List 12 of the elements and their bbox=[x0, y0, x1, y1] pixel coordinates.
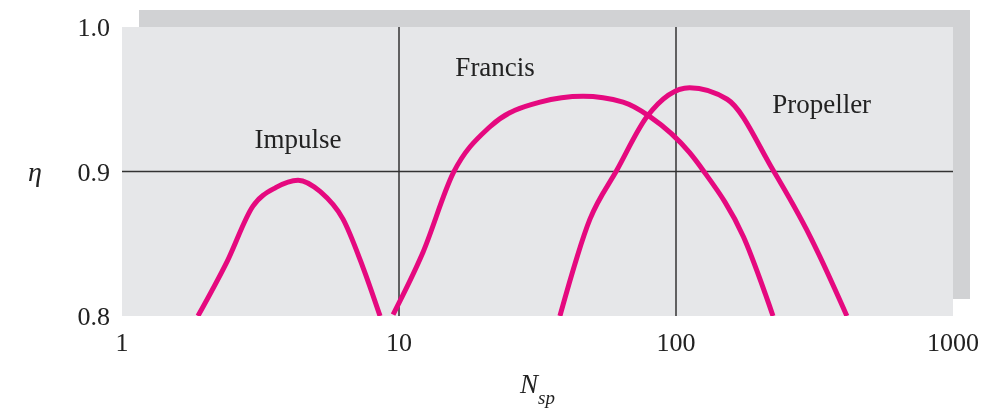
x-tick-label: 1000 bbox=[927, 328, 979, 357]
y-tick-label: 1.0 bbox=[77, 13, 110, 42]
x-axis-title: N$_{sp}$ bbox=[519, 369, 555, 408]
x-tick-label: 1 bbox=[115, 328, 129, 357]
y-tick-label: 0.8 bbox=[77, 302, 110, 331]
y-tick-label: 0.9 bbox=[77, 157, 110, 187]
x-tick-label: 10 bbox=[386, 328, 412, 357]
series-label: Propeller bbox=[772, 88, 872, 119]
x-tick-label: 100 bbox=[656, 328, 696, 357]
series-label: Francis bbox=[455, 52, 535, 83]
y-axis-title: η bbox=[28, 155, 42, 187]
series-label: Impulse bbox=[254, 124, 342, 155]
